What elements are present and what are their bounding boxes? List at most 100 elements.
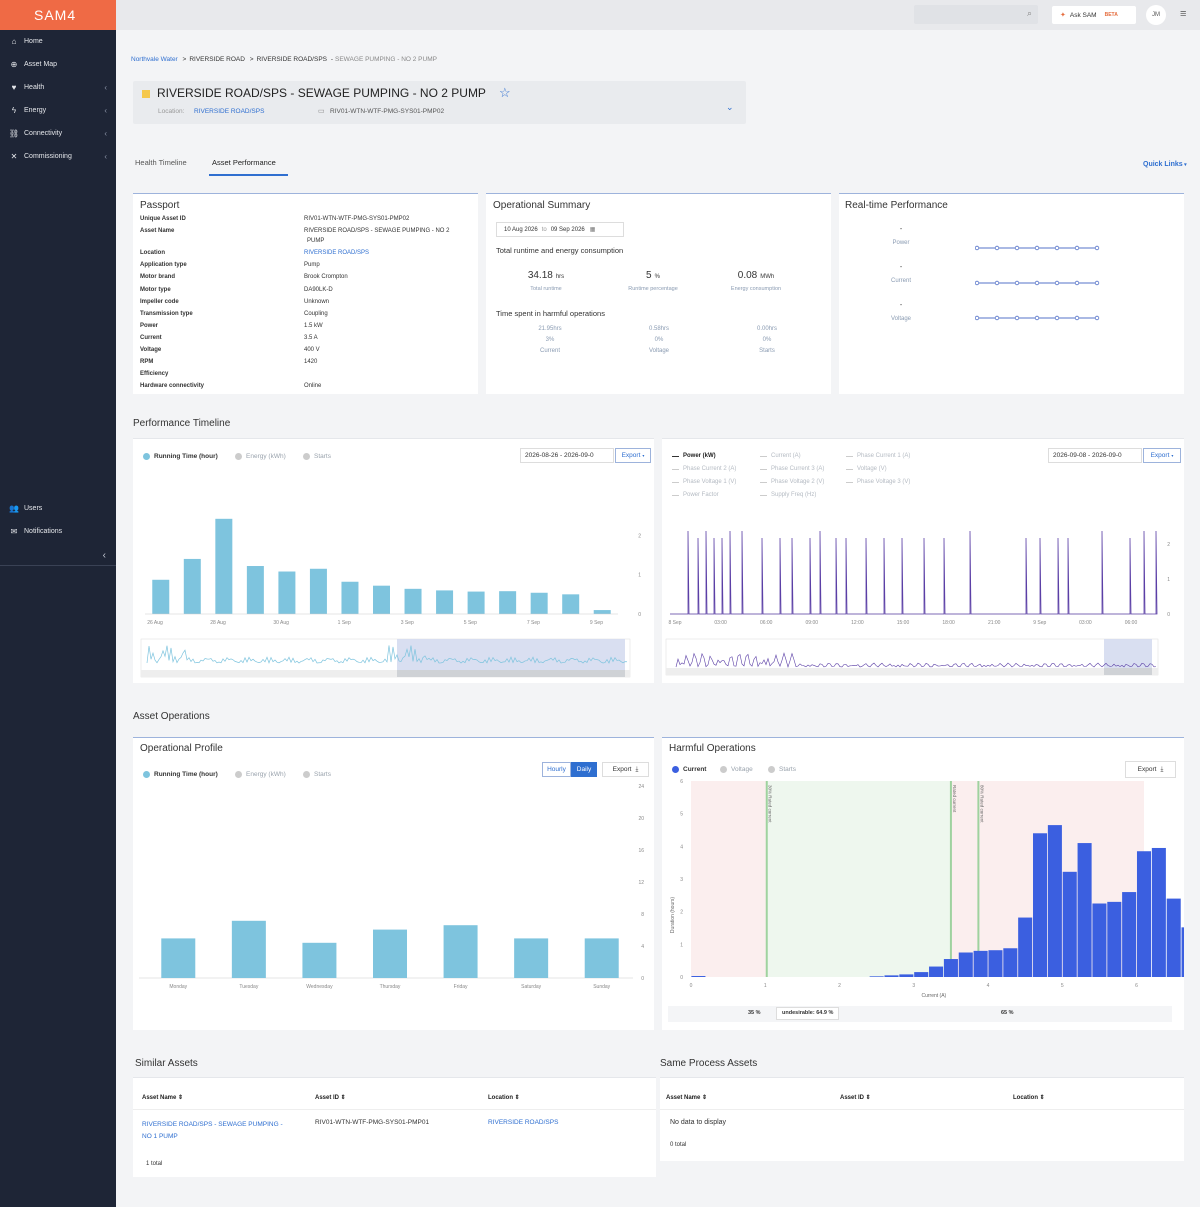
- tab-asset-performance[interactable]: Asset Performance: [212, 158, 276, 167]
- x-tick-label: 30 Aug: [273, 620, 289, 626]
- passport-value: Coupling: [304, 310, 328, 317]
- calendar-icon: ▦: [589, 227, 596, 233]
- ask-sam-button[interactable]: ✦ Ask SAM BETA: [1052, 6, 1136, 24]
- kpi-label: Total runtime: [530, 286, 562, 292]
- sidebar-item-home[interactable]: ⌂ Home: [0, 31, 116, 51]
- kpi-number: 5: [646, 270, 652, 281]
- date-range-input[interactable]: 2026-08-26 - 2026-09-0: [520, 448, 614, 463]
- y-axis-label: Duration (hours): [670, 897, 676, 933]
- menu-icon[interactable]: ≡: [1180, 8, 1187, 20]
- legend-energy[interactable]: Energy (kWh): [246, 453, 286, 460]
- legend-item[interactable]: Phase Current 2 (A): [672, 466, 736, 472]
- chevron-left-icon: ‹: [102, 550, 106, 561]
- legend-voltage[interactable]: Voltage: [731, 766, 753, 773]
- date-range-picker[interactable]: 10 Aug 2026 to 09 Sep 2026 ▦: [496, 222, 624, 237]
- legend-starts[interactable]: Starts: [779, 766, 796, 773]
- legend-item[interactable]: Phase Current 1 (A): [846, 453, 910, 459]
- quick-links-button[interactable]: Quick Links ▾: [1143, 161, 1187, 168]
- search-input[interactable]: ⌕: [914, 5, 1038, 24]
- sidebar-item-connectivity[interactable]: ⛓ Connectivity ‹: [0, 123, 116, 143]
- sidebar-item-energy[interactable]: ϟ Energy ‹: [0, 100, 116, 120]
- location-link[interactable]: RIVERSIDE ROAD/SPS: [194, 108, 265, 115]
- sidebar-item-health[interactable]: ♥ Health ‹: [0, 77, 116, 97]
- breadcrumb-item[interactable]: RIVERSIDE ROAD: [189, 56, 245, 63]
- performance-left-card: Running Time (hour) Energy (kWh) Starts …: [133, 438, 654, 683]
- column-header[interactable]: Location ⇕: [488, 1095, 520, 1101]
- column-header[interactable]: Asset Name ⇕: [666, 1095, 708, 1101]
- legend-starts[interactable]: Starts: [314, 453, 331, 460]
- legend-item[interactable]: Supply Freq (Hz): [760, 492, 816, 498]
- operational-profile-chart: 0 4 8 12 16 20 24 Monday Tuesday Wednesday Thursda…: [139, 784, 644, 990]
- legend-item[interactable]: Current (A): [760, 453, 801, 459]
- passport-key: Power: [140, 322, 159, 329]
- legend-item[interactable]: Power Factor: [672, 492, 719, 498]
- legend-running-time[interactable]: Running Time (hour): [154, 771, 218, 778]
- sidebar-item-asset-map[interactable]: ⊕ Asset Map: [0, 54, 116, 74]
- navigator-scrollbar: [666, 668, 1158, 675]
- legend-energy[interactable]: Energy (kWh): [246, 771, 286, 778]
- harmful-right-pct: 65 %: [1001, 1010, 1014, 1016]
- passport-value[interactable]: RIVERSIDE ROAD/SPS: [304, 250, 370, 257]
- sidebar-item-label: Asset Map: [24, 60, 58, 68]
- column-header[interactable]: Location ⇕: [1013, 1095, 1045, 1101]
- legend-starts[interactable]: Starts: [314, 771, 331, 778]
- legend-item[interactable]: Phase Current 3 (A): [760, 466, 824, 472]
- table-row-name-link[interactable]: RIVERSIDE ROAD/SPS - SEWAGE PUMPING - NO …: [142, 1119, 283, 1143]
- y-tick-label: 12: [638, 880, 644, 886]
- sidebar-collapse-button[interactable]: ‹: [0, 546, 116, 566]
- legend-item[interactable]: Phase Voltage 3 (V): [846, 479, 910, 485]
- legend-line: [760, 481, 767, 483]
- table-cell-location[interactable]: RIVERSIDE ROAD/SPS: [488, 1119, 559, 1126]
- column-header[interactable]: Asset ID ⇕: [840, 1095, 871, 1101]
- export-button[interactable]: Export ⤓: [602, 762, 649, 777]
- legend-running-time[interactable]: Running Time (hour): [154, 453, 218, 460]
- legend-current[interactable]: Current: [683, 766, 707, 773]
- performance-right-chart: 0 1 2 8 Sep 03:00 06:00 09:00 12:00 15:00 18:00 21…: [665, 530, 1170, 676]
- avatar[interactable]: JM: [1146, 5, 1166, 25]
- legend-item[interactable]: Voltage (V): [846, 466, 887, 472]
- sparkline-point: [1054, 280, 1060, 286]
- export-button[interactable]: Export ⤓: [1125, 761, 1176, 778]
- hourly-toggle[interactable]: Hourly: [542, 762, 571, 777]
- legend-item[interactable]: Phase Voltage 2 (V): [760, 479, 824, 485]
- breadcrumb-item[interactable]: Northvale Water: [131, 56, 178, 63]
- app-logo: SAM4: [0, 0, 116, 30]
- harmful-label: Starts: [759, 348, 775, 354]
- operational-summary-title: Operational Summary: [493, 200, 591, 211]
- column-header[interactable]: Asset ID ⇕: [315, 1095, 346, 1101]
- sidebar-item-users[interactable]: 👥 Users: [0, 498, 116, 518]
- legend-item[interactable]: Power (kW): [672, 453, 716, 459]
- sidebar-item-commissioning[interactable]: ✕ Commissioning ‹: [0, 146, 116, 166]
- sparkline-point: [975, 315, 980, 321]
- column-header[interactable]: Asset Name ⇕: [142, 1095, 184, 1101]
- daily-toggle[interactable]: Daily: [571, 762, 597, 777]
- bar: [530, 592, 548, 614]
- sidebar-item-label: Commissioning: [24, 152, 72, 160]
- star-icon[interactable]: ☆: [499, 85, 511, 100]
- column-label: Location: [488, 1095, 513, 1101]
- sidebar-item-notifications[interactable]: ✉ Notifications: [0, 521, 116, 541]
- sparkline-point: [1074, 280, 1080, 286]
- date-range-input[interactable]: 2026-09-08 - 2026-09-0: [1048, 448, 1142, 463]
- breadcrumb-item[interactable]: RIVERSIDE ROAD/SPS: [256, 56, 327, 63]
- x-tick-label: 18:00: [942, 620, 955, 626]
- harmful-label: Current: [539, 348, 560, 354]
- export-button[interactable]: Export ▾: [615, 448, 651, 463]
- x-tick-label: 2: [838, 983, 841, 989]
- legend-line: [672, 455, 679, 457]
- chevron-down-icon[interactable]: ⌄: [726, 102, 734, 112]
- export-button[interactable]: Export ▾: [1143, 448, 1181, 463]
- bar: [341, 581, 359, 614]
- x-tick-label: 1 Sep: [338, 620, 351, 626]
- tab-health-timeline[interactable]: Health Timeline: [135, 158, 187, 167]
- harmful-left-pct: 35 %: [748, 1010, 761, 1016]
- realtime-label: Voltage: [890, 316, 912, 322]
- table-total: 1 total: [146, 1161, 163, 1167]
- realtime-label: Power: [892, 240, 910, 246]
- legend-item[interactable]: Phase Voltage 1 (V): [672, 479, 736, 485]
- x-tick-label: 09:00: [806, 620, 819, 626]
- x-tick-label: 9 Sep: [1033, 620, 1046, 626]
- harmful-percent: 0%: [762, 337, 772, 343]
- passport-key: Asset Name: [140, 228, 175, 235]
- threshold-line: [949, 781, 952, 977]
